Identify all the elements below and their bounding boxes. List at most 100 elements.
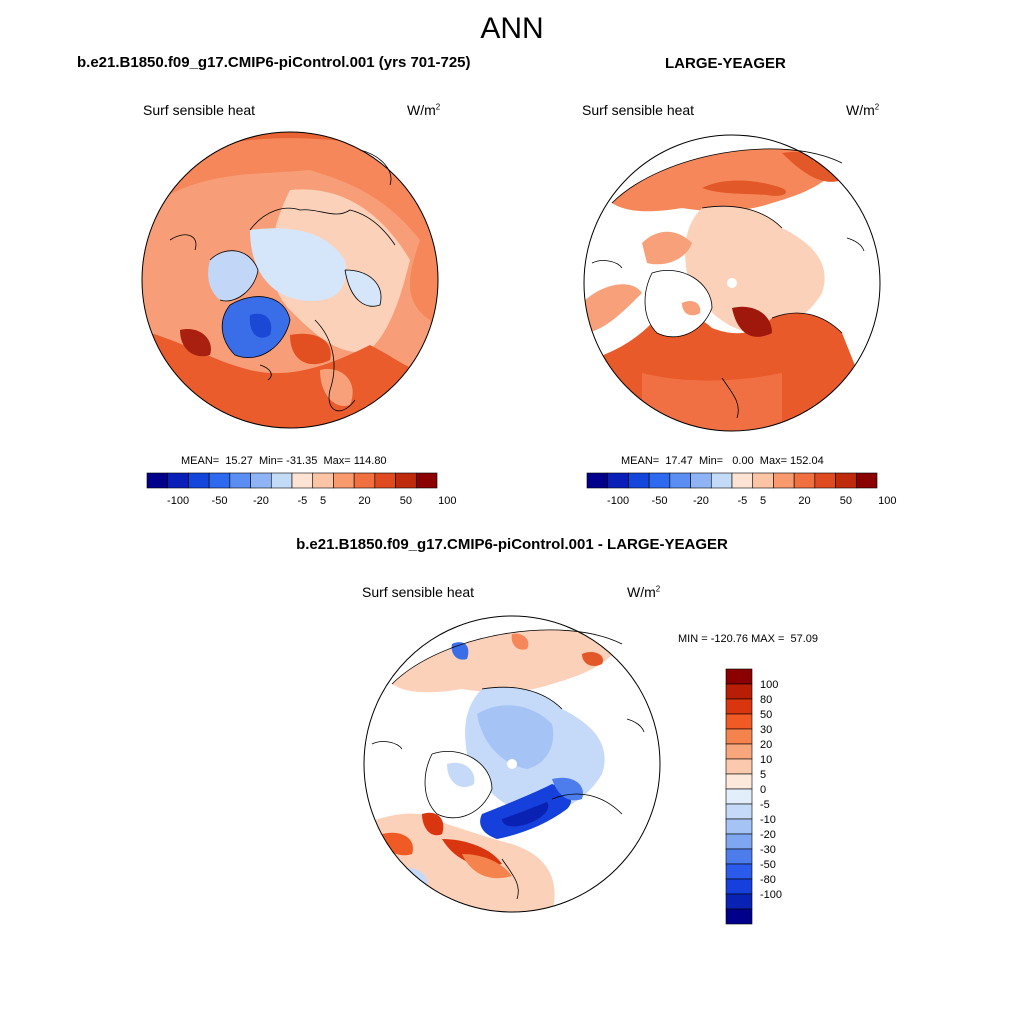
panel-2-colorbar-box (586, 472, 609, 489)
panel-2-colorbar-box (835, 472, 857, 489)
panel-1-colorbar-box (208, 472, 231, 489)
panel-2-title: LARGE-YEAGER (665, 55, 786, 72)
panel-3-colorbar-box (725, 908, 753, 925)
figure-title: ANN (480, 12, 544, 45)
panel-2-colorbar-box (773, 472, 795, 489)
panel-2-colorbar-tick-label: -100 (607, 495, 629, 507)
panel-1-colorbar-tick-label: -20 (253, 495, 269, 507)
panel-2-colorbar-tick-label: 5 (760, 495, 766, 507)
panel-3-variable-label: Surf sensible heat (362, 584, 475, 600)
panel-2-colorbar-tick-label: -5 (737, 495, 747, 507)
panel-2-colorbar-tick-label: 50 (840, 495, 852, 507)
panel-1-colorbar-tick-label: 20 (358, 495, 370, 507)
panel-2-colorbar-box (690, 472, 712, 489)
panel-2-stats: MEAN= 17.47 Min= 0.00 Max= 152.04 (621, 455, 824, 467)
panel-3-stats: MIN = -120.76 MAX = 57.09 (678, 633, 819, 645)
panel-2-map-boundary (583, 134, 881, 432)
panel-1-polar-map (141, 131, 439, 429)
panel-2-arctic-ocean-field (685, 206, 825, 333)
panel-2-colorbar-box (710, 472, 733, 489)
panel-1-colorbar-tick-label: -5 (297, 495, 307, 507)
panel-2-coastlines (591, 148, 865, 419)
panel-2-colorbar-box (628, 472, 650, 489)
panel-1-north-atlantic-band (142, 330, 438, 428)
panel-1-coastlines (169, 149, 396, 412)
panel-3-colorbar-tick-label: -10 (760, 814, 776, 826)
panel-1-variable-label: Surf sensible heat (143, 102, 256, 118)
panel-1-colorbar-tick-label: 50 (400, 495, 412, 507)
panel-3-colorbar-box (725, 713, 753, 730)
panel-1-colorbar-box (353, 472, 376, 489)
panel-3-colorbar-tick-label: -80 (760, 874, 776, 886)
panel-3-colorbar-box (725, 848, 753, 865)
panel-1-colorbar-box (146, 472, 169, 489)
panel-1-colorbar-box (395, 472, 417, 489)
panel-3-colorbar-box (725, 818, 753, 835)
panel-3-colorbar-tick-label: 10 (760, 754, 772, 766)
panel-1-colorbar-box (333, 472, 355, 489)
panel-1-colorbar-box (374, 472, 396, 489)
panel-1-colorbar-box (167, 472, 189, 489)
panel-1-colorbar: -100 -50 -20 -5 5 20 50 100 (146, 472, 457, 507)
panel-3-colorbar-tick-label: 20 (760, 739, 772, 751)
panel-3-pole-hole (507, 759, 517, 769)
panel-2-colorbar-box (752, 472, 774, 489)
panel-1-central-arctic-ice (250, 228, 346, 301)
panel-2-colorbar-box (648, 472, 671, 489)
panel-3-colorbar-tick-label: -20 (760, 829, 776, 841)
panel-3-colorbar-box (725, 803, 753, 820)
panel-3-colorbar-tick-label: -100 (760, 889, 782, 901)
panel-1-colorbar-box (312, 472, 334, 489)
panel-2-colorbar-box (731, 472, 754, 489)
panel-3-colorbar-box (725, 773, 753, 790)
panel-3-colorbar-box (725, 833, 753, 850)
panel-3-title: b.e21.B1850.f09_g17.CMIP6-piControl.001 … (296, 536, 728, 553)
panel-3-units-label: W/m2 (627, 584, 661, 600)
panel-3-colorbar-tick-label: 100 (760, 679, 778, 691)
panel-3-colorbar-box (725, 758, 753, 775)
panel-3-colorbar-tick-label: 80 (760, 694, 772, 706)
panel-3-colorbar-tick-label: -5 (760, 799, 770, 811)
panel-3-north-band (392, 629, 622, 693)
panel-1-colorbar-box (415, 472, 438, 489)
panel-2-colorbar-box (607, 472, 629, 489)
panel-1-colorbar-box (250, 472, 272, 489)
panel-3-colorbar-tick-label: -30 (760, 844, 776, 856)
panel-3-colorbar-tick-label: 0 (760, 784, 766, 796)
panel-3-colorbar-box (725, 743, 753, 760)
panel-3-coastlines (371, 629, 645, 900)
panel-1-colorbar-box (270, 472, 293, 489)
panel-1-units-label: W/m2 (407, 102, 441, 118)
panel-3-map-boundary (363, 615, 661, 913)
panel-3-polar-map (363, 615, 661, 913)
panel-1-canadian-archipelago (208, 250, 258, 301)
panel-2-colorbar-tick-label: -50 (652, 495, 668, 507)
panel-3-colorbar-tick-label: 5 (760, 769, 766, 781)
panel-2-north-band (612, 148, 842, 212)
panel-2-greenland-mask (645, 270, 712, 337)
panel-1-colorbar-tick-label: 5 (320, 495, 326, 507)
panel-1-colorbar-tick-label: -100 (167, 495, 189, 507)
panel-3-colorbar-box (725, 698, 753, 715)
panel-1-colorbar-box (188, 472, 210, 489)
panel-3-colorbar-box (725, 788, 753, 805)
panel-2-colorbar-tick-label: 100 (878, 495, 896, 507)
panel-1-map-boundary (141, 131, 439, 429)
panel-1-colorbar-box (291, 472, 314, 489)
panel-3-colorbar-tick-label: 30 (760, 724, 772, 736)
panel-2-polar-map (583, 134, 881, 432)
panel-3-colorbar-tick-label: 50 (760, 709, 772, 721)
panel-2-colorbar-tick-label: 20 (798, 495, 810, 507)
panel-1-title: b.e21.B1850.f09_g17.CMIP6-piControl.001 … (77, 54, 471, 71)
panel-1-colorbar-tick-label: -50 (212, 495, 228, 507)
panel-2-units-label: W/m2 (846, 102, 880, 118)
panel-3-colorbar-box (725, 683, 753, 700)
panel-3-colorbar-box (725, 668, 753, 685)
panel-2-colorbar-box (855, 472, 878, 489)
panel-3-colorbar-box (725, 893, 753, 910)
panel-2-colorbar: -100 -50 -20 -5 5 20 50 100 (586, 472, 897, 507)
panel-1-stats: MEAN= 15.27 Min= -31.35 Max= 114.80 (181, 455, 387, 467)
panel-2-pole-hole (727, 278, 737, 288)
panel-2-colorbar-box (814, 472, 836, 489)
